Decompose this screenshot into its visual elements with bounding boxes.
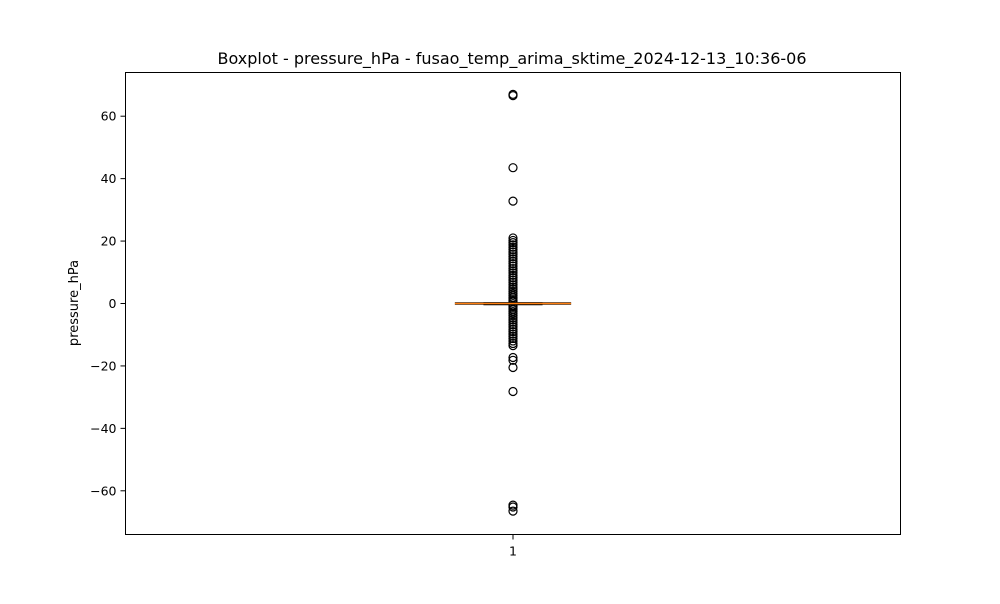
- y-tick-label: 40: [101, 171, 117, 186]
- chart-title: Boxplot - pressure_hPa - fusao_temp_arim…: [217, 49, 806, 69]
- outlier-point: [508, 322, 518, 332]
- outlier-point: [508, 268, 518, 278]
- y-tick-label: 20: [101, 234, 117, 249]
- outlier-point: [508, 336, 518, 346]
- x-axis: 1: [509, 534, 517, 559]
- outlier-point: [508, 362, 518, 373]
- outlier-point: [508, 352, 518, 363]
- outlier-point: [508, 240, 518, 250]
- outlier-point: [508, 506, 518, 516]
- outlier-point: [508, 317, 518, 327]
- outlier-point: [508, 254, 518, 264]
- y-tick-label: −20: [90, 358, 116, 373]
- outlier-point: [508, 249, 518, 259]
- x-tick-label: 1: [509, 544, 517, 559]
- outlier-point: [508, 502, 518, 512]
- plot-frame: [125, 72, 901, 535]
- outlier-point: [508, 333, 518, 344]
- y-tick-label: 0: [109, 296, 117, 311]
- outlier-point: [508, 244, 518, 255]
- outlier-point: [508, 233, 518, 243]
- outlier-point: [508, 272, 518, 283]
- y-tick-label: 60: [101, 109, 117, 124]
- y-tick-label: −40: [90, 421, 116, 436]
- box-group: [454, 89, 572, 516]
- outlier-point: [508, 341, 518, 351]
- outlier-point: [508, 355, 518, 365]
- outlier-point: [508, 261, 518, 271]
- outlier-point: [508, 326, 518, 337]
- outlier-point: [508, 277, 518, 287]
- y-axis: −60 −40 −20 0 20 40 60: [90, 109, 126, 498]
- outlier-point: [508, 196, 518, 206]
- y-tick-label: −60: [90, 483, 116, 498]
- outlier-point: [508, 163, 518, 173]
- outlier-point: [508, 90, 518, 101]
- y-axis-label: pressure_hPa: [67, 260, 82, 346]
- plot-area: [454, 89, 572, 516]
- outlier-point: [508, 258, 518, 269]
- outlier-point: [508, 386, 518, 397]
